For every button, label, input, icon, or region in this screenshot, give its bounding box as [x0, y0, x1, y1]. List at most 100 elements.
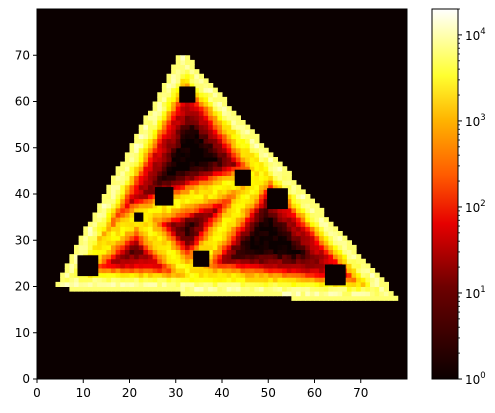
heatmap-cell — [314, 217, 320, 223]
heatmap-cell — [203, 184, 209, 190]
heatmap-cell — [272, 212, 278, 218]
heatmap-cell — [129, 143, 135, 149]
heatmap-cell — [351, 258, 357, 264]
heatmap-cell — [129, 198, 135, 204]
heatmap-cell — [272, 263, 278, 269]
heatmap-cell — [171, 69, 177, 75]
heatmap-cell — [319, 268, 325, 274]
heatmap-cell — [97, 235, 103, 241]
heatmap-cell — [166, 73, 172, 79]
heatmap-cell — [226, 166, 232, 172]
heatmap-cell — [346, 286, 352, 292]
heatmap-cell — [134, 277, 140, 283]
heatmap-cell — [180, 258, 186, 264]
heatmap-cell — [185, 115, 191, 121]
heatmap-cell — [166, 138, 172, 144]
heatmap-cell — [319, 217, 325, 223]
heatmap-cell — [309, 268, 315, 274]
heatmap-cell — [115, 258, 121, 264]
heatmap-cell — [272, 277, 278, 283]
heatmap-cell — [189, 64, 195, 70]
heatmap-cell — [180, 175, 186, 181]
heatmap-cell — [106, 235, 112, 241]
heatmap-cell — [189, 263, 195, 269]
heatmap-cell — [231, 235, 237, 241]
heatmap-cell — [212, 120, 218, 126]
heatmap-cell — [171, 231, 177, 237]
heatmap-cell — [171, 198, 177, 204]
heatmap-cell — [161, 120, 167, 126]
heatmap-cell — [235, 147, 241, 153]
obstacle-block — [193, 250, 210, 267]
heatmap-cell — [203, 244, 209, 250]
heatmap-cell — [263, 281, 269, 287]
heatmap-cell — [300, 212, 306, 218]
heatmap-cell — [231, 129, 237, 135]
heatmap-cell — [212, 231, 218, 237]
heatmap-cell — [198, 226, 204, 232]
heatmap-cell — [300, 231, 306, 237]
heatmap-cell — [185, 254, 191, 260]
heatmap-cell — [300, 194, 306, 200]
heatmap-cell — [157, 235, 163, 241]
heatmap-cell — [212, 143, 218, 149]
heatmap-cell — [69, 281, 75, 287]
heatmap-cell — [60, 272, 66, 278]
heatmap-cell — [277, 207, 283, 213]
heatmap-cell — [286, 277, 292, 283]
heatmap-cell — [148, 157, 154, 163]
heatmap-cell — [212, 129, 218, 135]
heatmap-cell — [217, 170, 223, 176]
heatmap-cell — [254, 143, 260, 149]
heatmap-cell — [171, 240, 177, 246]
heatmap-cell — [300, 281, 306, 287]
heatmap-cell — [138, 198, 144, 204]
heatmap-cell — [180, 147, 186, 153]
heatmap-cell — [198, 180, 204, 186]
heatmap-cell — [189, 258, 195, 264]
heatmap-cell — [217, 129, 223, 135]
heatmap-cell — [282, 235, 288, 241]
heatmap-cell — [185, 78, 191, 84]
heatmap-cell — [245, 152, 251, 158]
heatmap-cell — [161, 221, 167, 227]
heatmap-cell — [78, 281, 84, 287]
heatmap-cell — [148, 110, 154, 116]
heatmap-cell — [138, 268, 144, 274]
x-tick-label: 70 — [353, 386, 368, 400]
heatmap-cell — [175, 244, 181, 250]
heatmap-cell — [101, 268, 107, 274]
heatmap-cell — [272, 184, 278, 190]
heatmap-cell — [189, 272, 195, 278]
heatmap-cell — [291, 254, 297, 260]
heatmap-cell — [245, 240, 251, 246]
heatmap-cell — [272, 235, 278, 241]
heatmap-cell — [171, 281, 177, 287]
heatmap-cell — [346, 244, 352, 250]
heatmap-cell — [97, 217, 103, 223]
heatmap-cell — [245, 221, 251, 227]
heatmap-cell — [208, 207, 214, 213]
heatmap-cell — [143, 133, 149, 139]
heatmap-cell — [78, 277, 84, 283]
heatmap-cell — [314, 207, 320, 213]
heatmap-cell — [189, 235, 195, 241]
heatmap-cell — [226, 129, 232, 135]
heatmap-cell — [124, 157, 130, 163]
heatmap-cell — [323, 249, 329, 255]
heatmap-cell — [185, 175, 191, 181]
heatmap-cell — [106, 189, 112, 195]
heatmap-cell — [212, 110, 218, 116]
heatmap-cell — [157, 207, 163, 213]
heatmap-cell — [87, 244, 93, 250]
heatmap-cell — [370, 291, 376, 297]
heatmap-cell — [231, 258, 237, 264]
heatmap-cell — [87, 226, 93, 232]
heatmap-cell — [300, 203, 306, 209]
heatmap-cell — [333, 254, 339, 260]
heatmap-cell — [180, 244, 186, 250]
heatmap-cell — [97, 281, 103, 287]
heatmap-cell — [161, 231, 167, 237]
heatmap-cell — [235, 189, 241, 195]
heatmap-cell — [148, 161, 154, 167]
